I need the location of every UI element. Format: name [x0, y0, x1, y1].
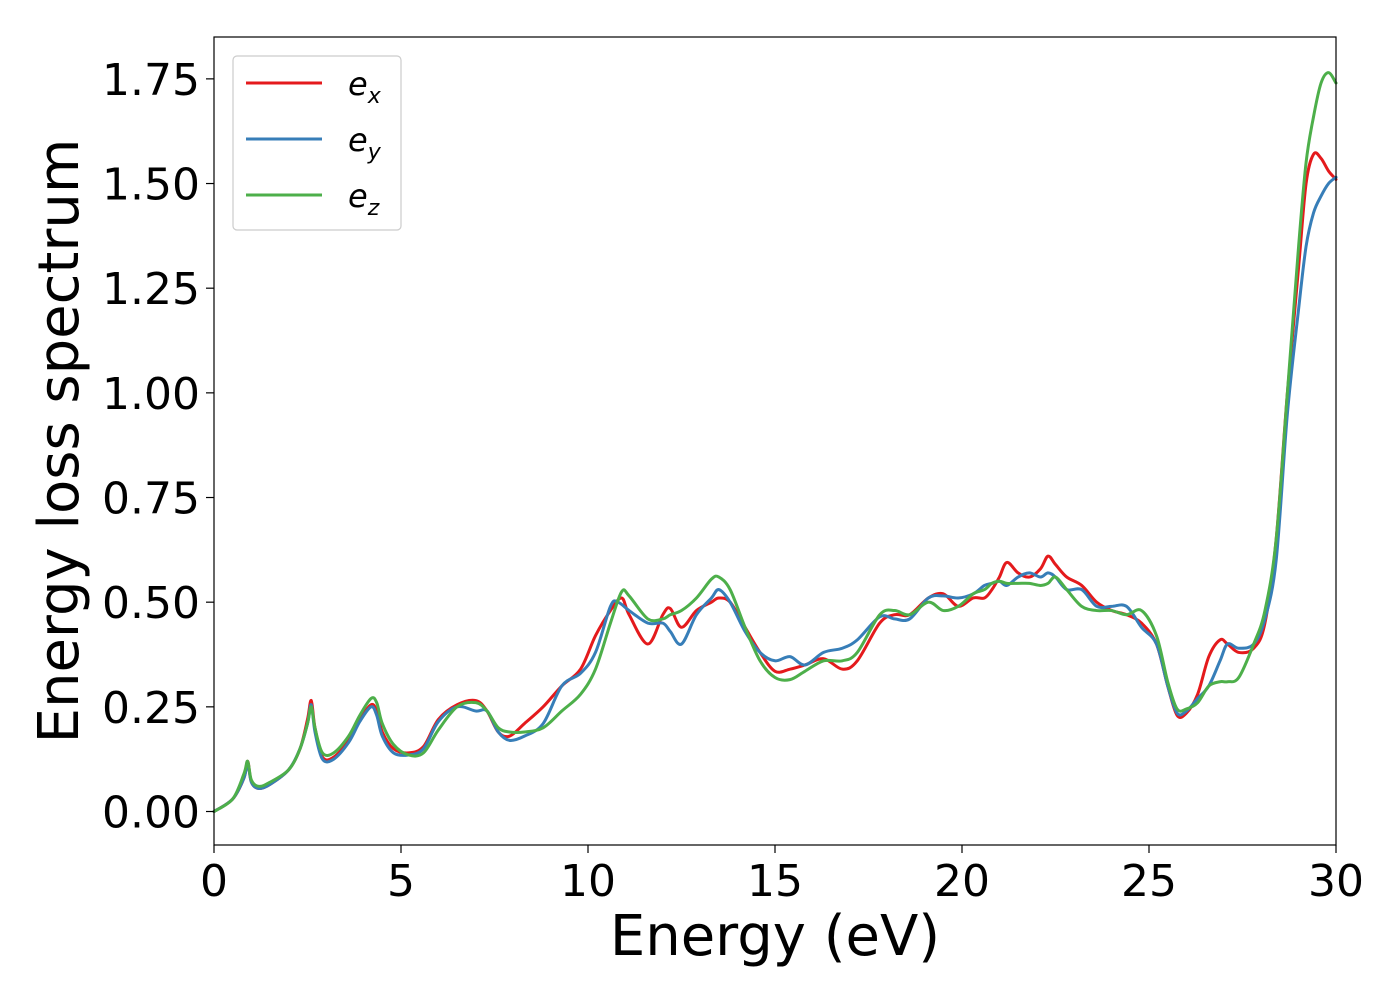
x-tick-label: 5 — [387, 856, 415, 907]
legend-label-y: ey — [348, 121, 382, 165]
x-axis-label: Energy (eV) — [610, 904, 940, 969]
legend-label-sub: z — [367, 196, 380, 221]
y-tick-label: 0.50 — [102, 578, 200, 629]
y-tick-label: 1.00 — [102, 369, 200, 420]
legend-box — [232, 55, 402, 231]
y-tick-label: 0.00 — [102, 788, 200, 839]
legend-label-sub: y — [367, 140, 382, 165]
x-tick-label: 15 — [747, 856, 803, 907]
x-tick-label: 0 — [200, 856, 228, 907]
y-axis: 0.00 0.25 0.50 0.75 1.00 1.25 1.50 1.75 — [102, 55, 214, 839]
legend-label-z: ez — [348, 177, 380, 221]
series-line-z — [212, 71, 1338, 814]
x-tick-label: 25 — [1121, 856, 1177, 907]
x-tick-label: 10 — [560, 856, 616, 907]
y-tick-label: 0.25 — [102, 683, 200, 734]
legend-label-base: e — [348, 65, 368, 103]
y-axis-label: Energy loss spectrum — [27, 139, 92, 744]
legend-label-base: e — [348, 121, 368, 159]
legend-label-x: ex — [348, 65, 382, 109]
y-tick-label: 1.50 — [102, 160, 200, 211]
y-tick-label: 1.75 — [102, 55, 200, 106]
legend-label-sub: x — [367, 84, 382, 109]
x-tick-label: 20 — [934, 856, 990, 907]
y-tick-label: 0.75 — [102, 474, 200, 525]
x-axis: 0 5 10 15 20 25 30 — [200, 845, 1364, 907]
series-layer — [212, 71, 1338, 814]
y-tick-label: 1.25 — [102, 264, 200, 315]
x-tick-label: 30 — [1308, 856, 1364, 907]
legend-label-base: e — [348, 177, 368, 215]
